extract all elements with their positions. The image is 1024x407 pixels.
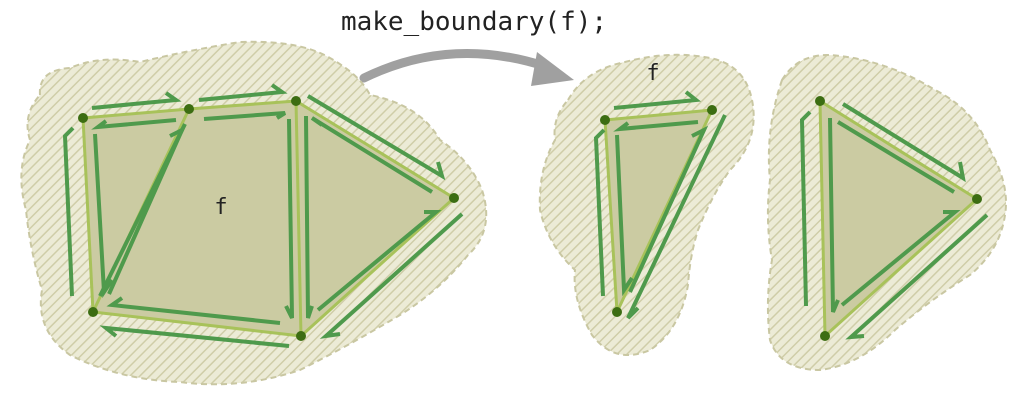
face-tri-right: [296, 101, 454, 336]
curved-arrow-head: [531, 52, 574, 86]
face-tri-large: [820, 101, 977, 336]
left-mesh: f: [20, 40, 488, 386]
left-vertices: [78, 96, 459, 341]
face-quad-center: [93, 101, 301, 336]
left-halfedges: [62, 83, 464, 348]
right1-halfedges: [593, 90, 727, 320]
caption: make_boundary(f);: [341, 7, 607, 37]
face-label-f-right: f: [646, 61, 659, 86]
right2-edges: [818, 99, 979, 338]
face-tri-left: [83, 109, 189, 312]
face-tri-small: [605, 110, 712, 312]
right-mesh-2: [766, 54, 1007, 372]
curved-arrow-icon: [359, 49, 549, 83]
right1-vertices: [600, 105, 717, 317]
right2-vertices: [815, 96, 982, 341]
right2-halfedges: [799, 102, 989, 340]
right-mesh-1: f: [538, 53, 755, 356]
face-label-f: f: [214, 195, 227, 220]
